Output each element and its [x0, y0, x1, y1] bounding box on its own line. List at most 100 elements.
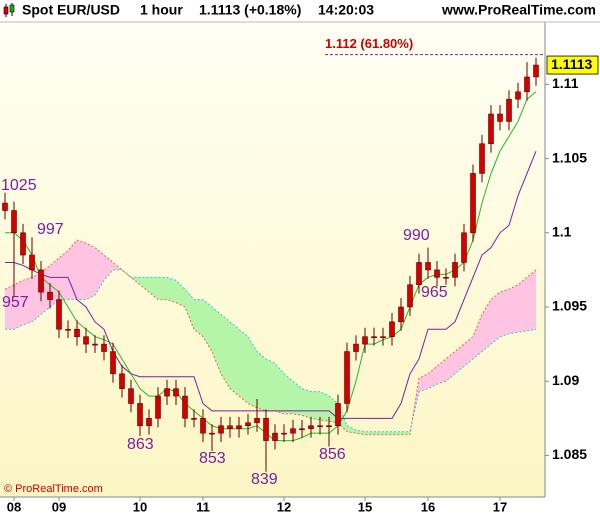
candle-body: [92, 343, 98, 346]
candle-body: [506, 98, 512, 122]
y-tick-label: 1.09: [552, 372, 579, 388]
candle-body: [254, 418, 260, 424]
point-annotation: 839: [251, 471, 278, 488]
candle-body: [191, 418, 197, 420]
cloud-segment: [509, 284, 518, 334]
point-annotation: 856: [319, 446, 346, 463]
cloud-segment: [23, 277, 32, 325]
point-annotation: 863: [127, 436, 154, 453]
candle-body: [155, 395, 161, 419]
candle-body: [470, 173, 476, 234]
cloud-segment: [266, 358, 275, 411]
cloud-segment: [77, 240, 86, 300]
candle-body: [218, 425, 224, 434]
cloud-segment: [383, 431, 392, 435]
cloud-segment: [446, 351, 455, 382]
quote: 1.1113 (+0.18%): [199, 2, 301, 18]
candle-body: [38, 269, 44, 293]
candle-body: [344, 351, 350, 404]
cloud-segment: [518, 277, 527, 333]
candle-body: [533, 64, 539, 78]
candle-body: [479, 143, 485, 174]
level-label: 1.112 (61.80%): [325, 36, 413, 51]
candle-body: [47, 291, 53, 300]
cloud-segment: [5, 284, 14, 330]
candle-body: [182, 395, 188, 419]
cloud-segment: [401, 431, 410, 435]
point-annotation: 957: [2, 294, 29, 311]
cloud-segment: [527, 269, 536, 331]
candle-body: [335, 403, 341, 427]
candle-body: [56, 299, 62, 330]
candle-body: [452, 262, 458, 278]
candle-body: [245, 422, 251, 427]
candle-body: [326, 425, 332, 428]
candle-body: [434, 269, 440, 278]
cloud-segment: [176, 280, 185, 307]
cloud-segment: [293, 381, 302, 416]
x-tick-label: 12: [277, 499, 291, 514]
candle-body: [353, 343, 359, 352]
cloud-segment: [419, 373, 428, 392]
candle-body: [137, 403, 143, 427]
candle-body: [173, 388, 179, 397]
cloud-segment: [158, 277, 167, 300]
cloud-span-a: [4, 239, 537, 436]
candle-body: [317, 425, 323, 428]
cloud-segment: [95, 247, 104, 296]
cloud-segment: [311, 391, 320, 420]
candle-body: [308, 425, 314, 430]
x-tick-label: 10: [133, 499, 147, 514]
indicator-line: [5, 91, 537, 442]
point-annotation: 1025: [1, 177, 37, 194]
candle-body: [101, 343, 107, 352]
candle-body: [110, 351, 116, 375]
point-annotation: 997: [37, 221, 64, 238]
candle-body: [371, 336, 377, 338]
candle-body: [281, 432, 287, 435]
cloud-segment: [104, 255, 113, 281]
x-tick-label: 08: [7, 499, 21, 514]
cloud-segment: [221, 314, 230, 389]
point-annotation: 853: [199, 450, 226, 467]
candle-body: [11, 210, 17, 234]
x-tick-label: 09: [52, 499, 66, 514]
candle-body: [524, 76, 530, 93]
cloud-segment: [257, 351, 266, 411]
cloud-segment: [230, 321, 239, 397]
candle-body: [227, 425, 233, 430]
y-tick-label: 1.1: [552, 223, 572, 239]
cloud-segment: [194, 299, 203, 337]
candle-body: [515, 91, 521, 100]
price-tag-box: [546, 55, 599, 75]
candle-body: [380, 336, 386, 338]
y-tick-label: 1.085: [552, 446, 587, 462]
cloud-segment: [203, 299, 212, 352]
candle-body: [425, 262, 431, 271]
cloud-segment: [500, 289, 509, 337]
cloud-segment: [167, 277, 176, 303]
timeframe: 1 hour: [140, 2, 183, 18]
candle-body: [416, 262, 422, 286]
candle-body: [74, 328, 80, 337]
cloud-segment: [437, 358, 446, 385]
candle-body: [497, 113, 503, 122]
y-tick-label: 1.105: [552, 149, 587, 165]
candle-body: [209, 432, 215, 435]
candle-body: [236, 425, 242, 430]
header-icon: [3, 3, 15, 17]
candle-body: [263, 418, 269, 441]
x-tick-label: 15: [358, 499, 372, 514]
footer: © ProRealTime.com: [4, 483, 103, 495]
candle-body: [119, 373, 125, 389]
candle-body: [65, 328, 71, 331]
cloud-segment: [455, 344, 464, 374]
x-tick-label: 11: [196, 499, 210, 514]
cloud-segment: [473, 314, 482, 359]
x-tick-label: 17: [493, 499, 507, 514]
candle-body: [398, 306, 404, 323]
candle-body: [443, 277, 449, 279]
candle-body: [83, 336, 89, 345]
candle-body: [272, 432, 278, 441]
